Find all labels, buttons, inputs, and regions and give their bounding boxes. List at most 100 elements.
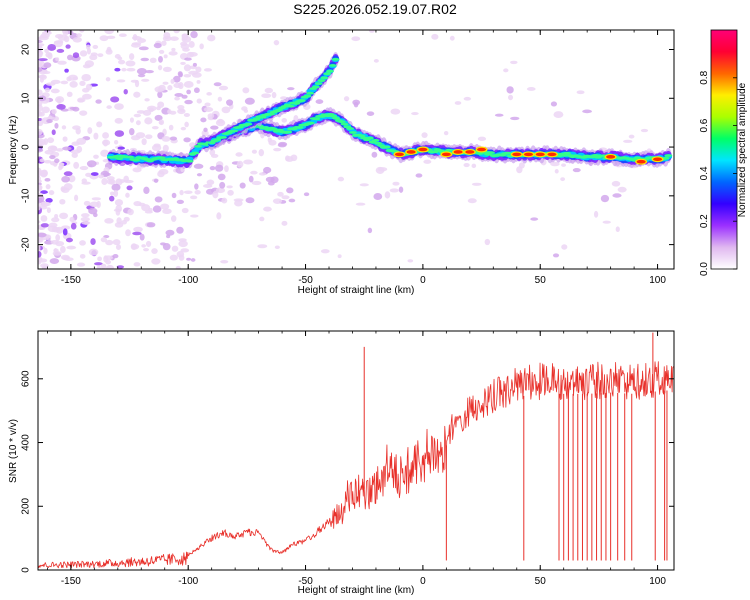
noise-blob — [132, 231, 142, 236]
noise-blob — [221, 106, 231, 114]
noise-blob — [137, 38, 147, 44]
noise-blob — [114, 117, 123, 124]
noise-blob — [83, 200, 91, 206]
noise-blob — [63, 171, 73, 177]
noise-blob — [65, 44, 71, 49]
noise-blob — [617, 186, 627, 193]
noise-blob — [477, 136, 487, 142]
noise-blob — [371, 151, 378, 158]
noise-blob — [165, 229, 175, 236]
ridge-cell — [284, 130, 293, 134]
noise-blob — [207, 34, 216, 42]
noise-blob — [44, 87, 50, 93]
colorbar-gradient — [711, 30, 737, 269]
noise-blob — [50, 145, 58, 151]
noise-blob — [118, 33, 127, 38]
spectrogram-hotspots — [393, 146, 664, 165]
ridge-cell — [132, 158, 141, 162]
noise-blob — [151, 126, 159, 130]
noise-blob — [611, 180, 621, 187]
noise-blob — [144, 117, 153, 125]
noise-blob — [144, 98, 150, 102]
noise-blob — [55, 148, 64, 152]
noise-blob — [218, 85, 229, 91]
noise-blob — [38, 244, 41, 252]
noise-blob — [265, 176, 275, 183]
noise-blob — [271, 91, 277, 99]
noise-blob — [41, 106, 50, 114]
top-y-tick-label: -10 — [21, 188, 32, 203]
ridge-cell — [340, 122, 349, 126]
bottom-y-tick-label: 0 — [21, 567, 32, 573]
ridge-cell — [332, 116, 341, 120]
noise-blob — [142, 109, 152, 116]
noise-blob — [89, 54, 98, 61]
noise-blob — [407, 259, 414, 263]
hotspot-core — [512, 152, 522, 157]
noise-blob — [126, 67, 136, 72]
noise-blob — [415, 173, 423, 178]
noise-blob — [186, 51, 194, 58]
ridge-cell — [286, 104, 295, 108]
noise-blob — [51, 217, 60, 223]
noise-blob — [157, 170, 165, 178]
noise-blob — [137, 73, 146, 78]
colorbar-label: Normalized spectral amplitude — [737, 82, 748, 217]
noise-blob — [355, 202, 366, 206]
ridge-cell — [252, 117, 261, 121]
bottom-x-axis-label: Height of straight line (km) — [298, 585, 415, 596]
noise-blob — [560, 177, 566, 182]
noise-blob — [443, 131, 449, 136]
noise-blob — [272, 198, 283, 204]
noise-blob — [510, 116, 520, 121]
noise-blob — [217, 96, 223, 102]
noise-blob — [153, 143, 161, 148]
noise-blob — [60, 80, 69, 85]
noise-blob — [175, 265, 181, 269]
noise-blob — [384, 191, 391, 199]
noise-blob — [193, 87, 200, 94]
noise-blob — [157, 65, 163, 71]
noise-blob — [494, 113, 504, 117]
noise-blob — [173, 30, 180, 34]
ridge-cell — [303, 94, 312, 98]
noise-blob — [139, 233, 145, 241]
noise-blob — [359, 183, 369, 187]
noise-blob — [38, 111, 45, 117]
noise-blob — [244, 97, 255, 105]
noise-blob — [471, 182, 482, 186]
ridge-cell — [230, 129, 239, 133]
noise-blob — [101, 178, 108, 186]
noise-blob — [96, 121, 103, 128]
noise-blob — [105, 239, 114, 246]
ridge-cell — [346, 127, 355, 130]
noise-blob — [45, 82, 56, 86]
noise-blob — [57, 60, 67, 65]
noise-blob — [593, 210, 599, 218]
noise-blob — [116, 79, 126, 83]
noise-blob — [561, 163, 567, 167]
noise-blob — [54, 122, 59, 129]
noise-blob — [114, 222, 124, 228]
noise-blob — [41, 201, 51, 207]
noise-blob — [72, 76, 79, 81]
noise-blob — [162, 144, 169, 152]
noise-blob — [115, 209, 121, 216]
noise-blob — [53, 40, 64, 44]
noise-blob — [181, 94, 188, 99]
noise-blob — [484, 238, 491, 246]
bottom-x-tick-label: -100 — [178, 576, 198, 587]
noise-blob — [423, 159, 432, 164]
noise-blob — [196, 98, 202, 104]
colorbar-tick-label: 0.2 — [699, 214, 710, 228]
noise-blob — [217, 173, 226, 181]
noise-blob — [56, 97, 62, 104]
ridge-cell — [244, 122, 253, 126]
noise-blob — [38, 258, 48, 263]
ridge-cell — [486, 151, 495, 154]
hotspot-core — [606, 155, 616, 159]
noise-blob — [167, 85, 173, 91]
noise-blob — [183, 137, 191, 143]
noise-blob — [106, 35, 116, 39]
noise-blob — [209, 165, 216, 171]
